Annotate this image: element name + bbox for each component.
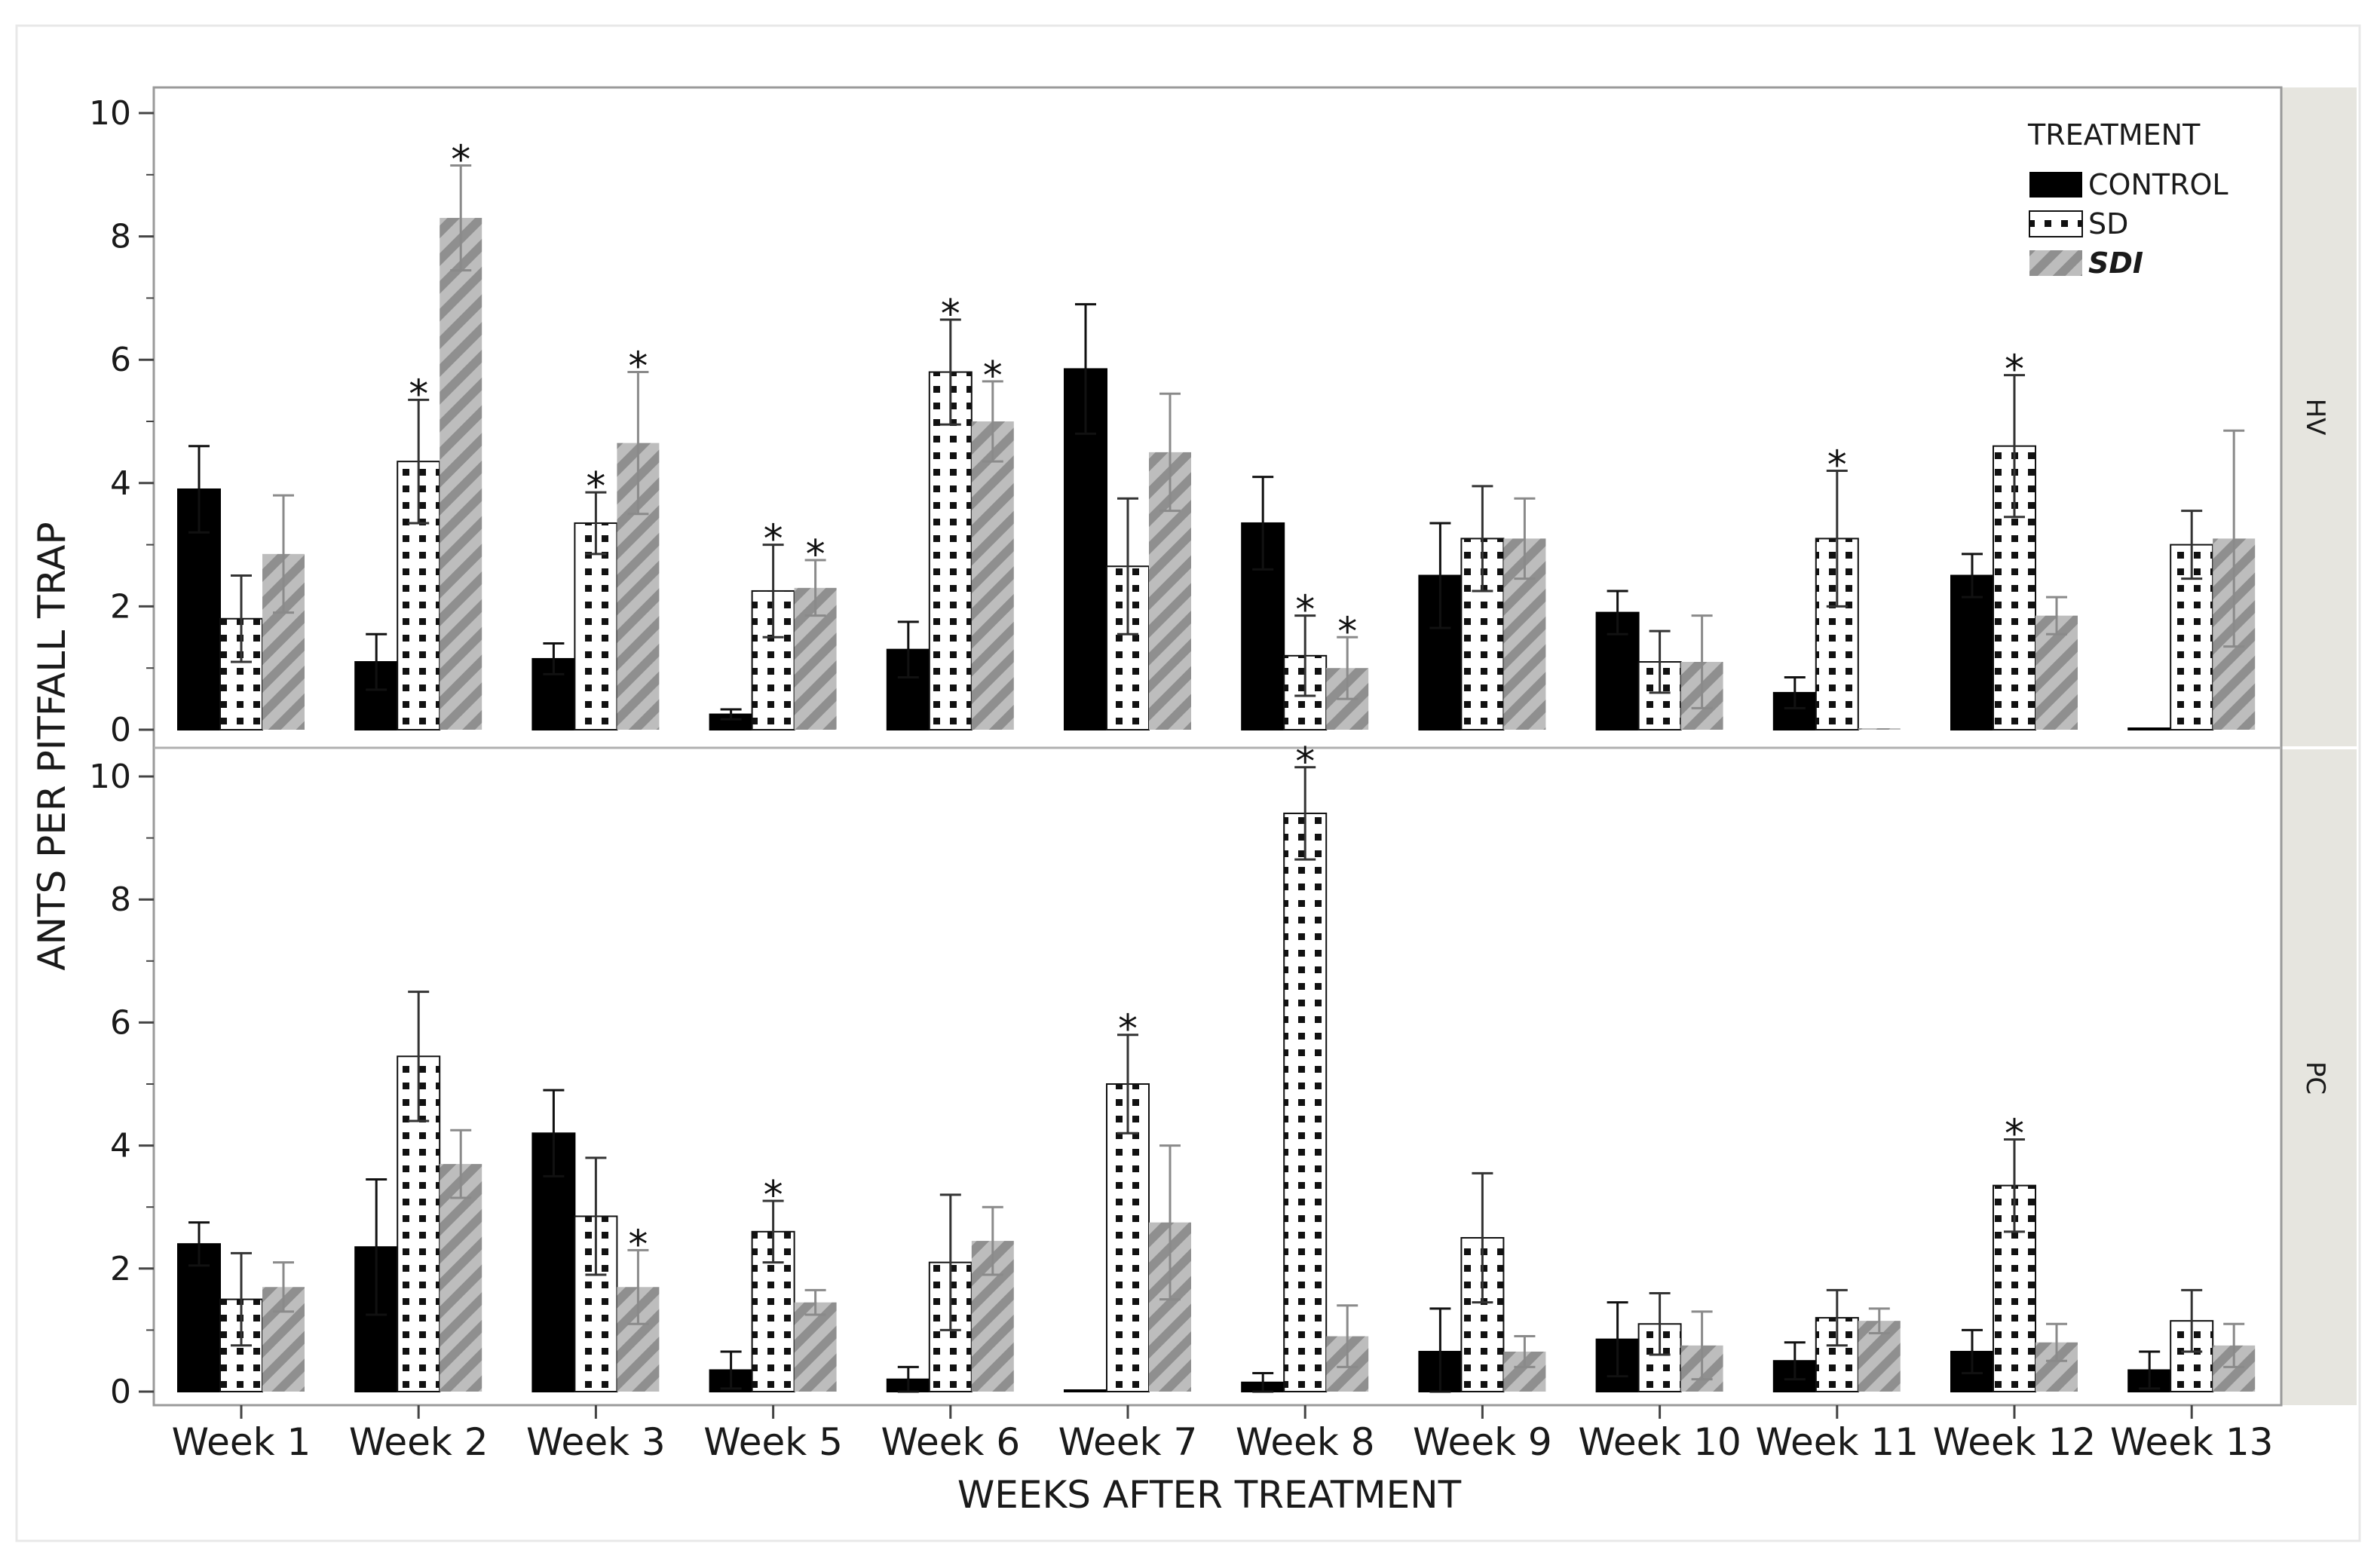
significance-star: * [1118, 1007, 1138, 1052]
x-tick-label: Week 7 [1058, 1420, 1198, 1464]
y-tick-label: 8 [110, 218, 131, 256]
significance-star: * [806, 532, 826, 577]
panel-label-top: HV [2300, 399, 2330, 436]
y-tick-label: 6 [110, 1003, 131, 1042]
significance-star: * [2005, 1111, 2024, 1156]
plot-frame [152, 86, 2283, 1407]
y-tick-label: 6 [110, 341, 131, 379]
bar-control [1950, 574, 1994, 730]
y-tick-label: 10 [89, 94, 131, 133]
bar-sdi [1858, 728, 1901, 730]
legend: TREATMENT CONTROL SD SDI [2027, 118, 2228, 280]
y-tick-label: 2 [110, 587, 131, 626]
y-tick-label: 2 [110, 1250, 131, 1288]
significance-star: * [983, 354, 1003, 399]
panel-strip-bottom [2281, 749, 2357, 1405]
legend-title: TREATMENT [2027, 118, 2201, 152]
significance-star: * [941, 292, 960, 337]
bar-sd [574, 522, 618, 730]
y-axis-title: ANTS PER PITFALL TRAP [30, 522, 74, 970]
legend-label-sdi: SDI [2088, 247, 2143, 280]
legend-swatch-sdi [2029, 250, 2082, 276]
x-tick-label: Week 10 [1578, 1420, 1741, 1464]
x-tick-label: Week 13 [2110, 1420, 2274, 1464]
legend-label-control: CONTROL [2088, 168, 2228, 201]
legend-swatch-sd [2029, 210, 2083, 237]
bar-control [1064, 1389, 1107, 1392]
significance-star: * [1827, 443, 1847, 488]
bar-control [1064, 368, 1107, 730]
y-tick-label: 0 [110, 1373, 131, 1411]
significance-star: * [1295, 740, 1315, 785]
x-tick-label: Week 1 [172, 1420, 311, 1464]
bar-sd [928, 371, 973, 730]
y-tick-label: 4 [110, 464, 131, 503]
y-tick-label: 10 [89, 758, 131, 796]
x-axis-title: WEEKS AFTER TREATMENT [957, 1473, 1462, 1517]
y-tick-label: 0 [110, 711, 131, 749]
bar-sd [1106, 1083, 1150, 1392]
y-tick-label: 8 [110, 880, 131, 919]
x-tick-label: Week 11 [1756, 1420, 1919, 1464]
significance-star: * [586, 464, 605, 510]
y-tick-label: 4 [110, 1127, 131, 1165]
panel-label-bottom: PC [2300, 1061, 2330, 1095]
bar-control [177, 1243, 221, 1393]
bar-sdi [440, 218, 482, 730]
panel-strip-top [2281, 87, 2357, 746]
x-tick-label: Week 12 [1933, 1420, 2097, 1464]
bar-control [2127, 727, 2172, 730]
legend-label-sd: SD [2088, 207, 2128, 240]
significance-star: * [628, 1222, 648, 1267]
bar-sdi [971, 421, 1014, 730]
x-tick-label: Week 6 [881, 1420, 1020, 1464]
x-tick-label: Week 2 [349, 1420, 489, 1464]
bar-sdi [440, 1164, 482, 1392]
significance-star: * [628, 345, 648, 390]
bar-sdi [794, 1302, 837, 1392]
significance-star: * [409, 372, 428, 417]
significance-star: * [451, 138, 470, 183]
significance-star: * [764, 517, 783, 562]
significance-star: * [2005, 348, 2024, 393]
significance-star: * [1295, 588, 1315, 633]
x-tick-label: Week 8 [1236, 1420, 1375, 1464]
significance-star: * [764, 1173, 783, 1218]
x-tick-label: Week 3 [526, 1420, 666, 1464]
bar-sd [1283, 812, 1328, 1392]
x-tick-label: Week 9 [1413, 1420, 1552, 1464]
significance-star: * [1337, 609, 1357, 654]
x-tick-label: Week 5 [703, 1420, 843, 1464]
legend-swatch-control [2029, 172, 2082, 198]
